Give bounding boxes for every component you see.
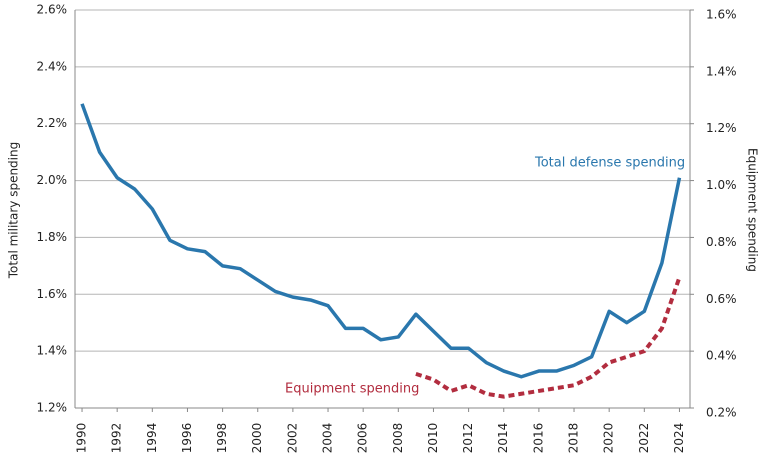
x-tick-label: 2008 (391, 423, 405, 453)
y2-tick-label: 0.8% (706, 235, 737, 249)
y2-tick-label: 1.0% (706, 178, 737, 192)
series-line (415, 276, 682, 399)
y2-tick-label: 0.4% (706, 349, 737, 363)
x-tick-label: 1994 (145, 423, 159, 453)
x-tick-label: 2010 (426, 423, 440, 453)
x-tick-label: 2018 (567, 423, 581, 453)
x-tick-label: 2012 (461, 423, 475, 453)
x-tick-label: 2020 (602, 423, 616, 453)
x-tick-label: 2016 (531, 423, 545, 453)
x-tick-label: 2014 (496, 423, 510, 453)
annotation: Total defense spending (534, 156, 685, 171)
y-tick-label: 2.2% (37, 116, 68, 130)
y-tick-label: 2.6% (37, 3, 68, 17)
x-tick-label: 2022 (637, 423, 651, 453)
y2-tick-label: 0.2% (706, 406, 737, 420)
x-tick-label: 1990 (75, 423, 89, 453)
x-tick-label: 2006 (356, 423, 370, 453)
x-tick-label: 2004 (321, 423, 335, 453)
y-tick-label: 1.2% (37, 401, 68, 415)
x-tick-label: 2000 (250, 423, 264, 453)
series-line (80, 103, 682, 379)
x-tick-label: 1992 (110, 423, 124, 453)
y2-tick-label: 1.6% (706, 8, 737, 22)
annotation: Equipment spending (285, 382, 419, 397)
x-tick-label: 2002 (285, 423, 299, 453)
y-tick-label: 1.4% (37, 344, 68, 358)
y2-tick-label: 1.2% (706, 121, 737, 135)
y-tick-label: 2.4% (37, 59, 68, 73)
y-axis-label: Total military spending (7, 142, 21, 279)
y-tick-label: 1.6% (37, 287, 68, 301)
x-tick-label: 1998 (215, 423, 229, 453)
y2-tick-label: 1.4% (706, 64, 737, 78)
y2-axis-label: Equipment spending (746, 148, 760, 272)
x-tick-label: 2024 (672, 423, 686, 453)
x-tick-label: 1996 (180, 423, 194, 453)
y-tick-label: 1.8% (37, 230, 68, 244)
y2-tick-label: 0.6% (706, 292, 737, 306)
y-tick-label: 2.0% (37, 173, 68, 187)
